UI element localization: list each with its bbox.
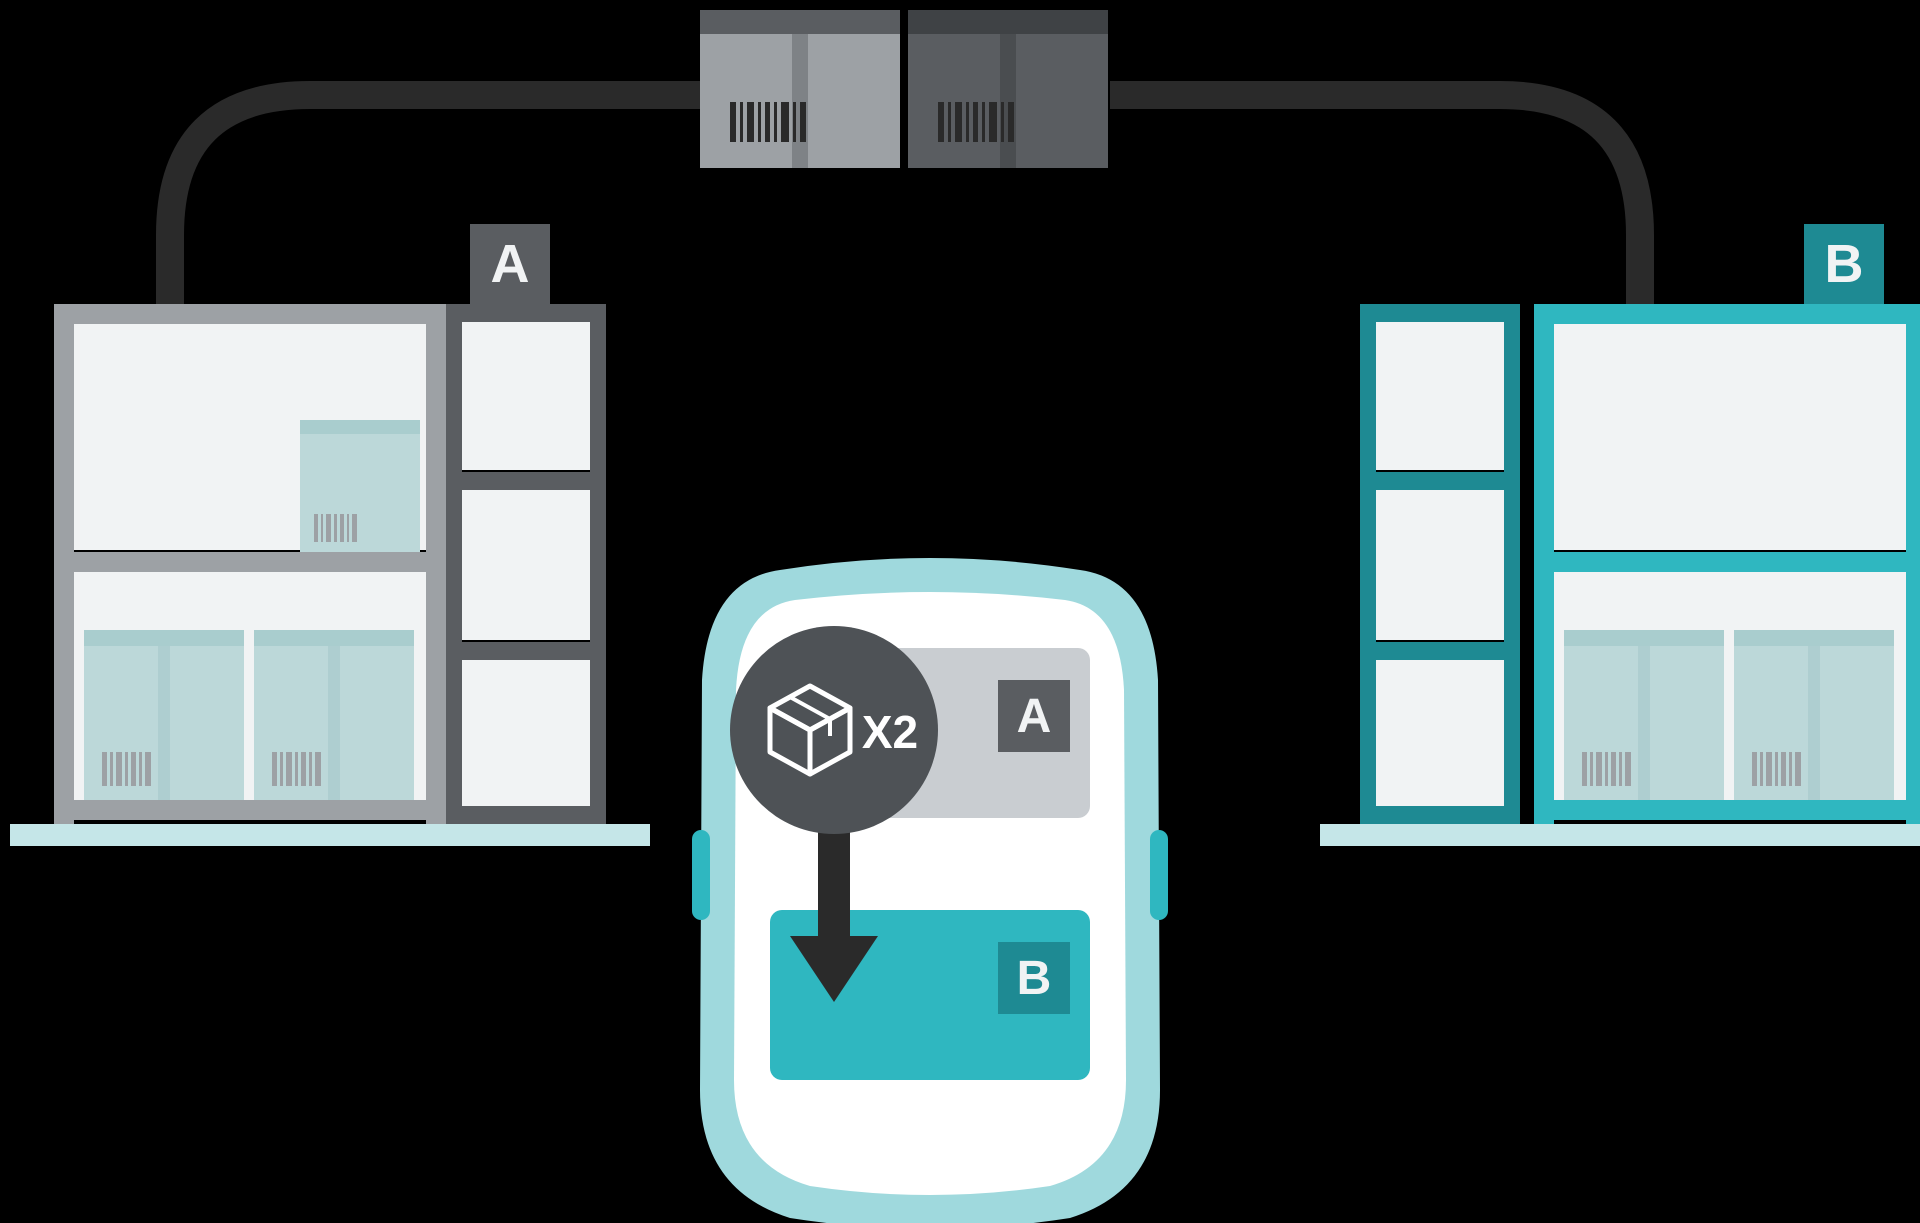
scanner-source-label: A: [1017, 690, 1052, 743]
shelf-a-box-bottom-2: [254, 630, 414, 800]
scanner-side-button-left: [692, 830, 710, 920]
scanner-quantity-text: X2: [862, 706, 918, 758]
shelf-b-badge: B: [1804, 224, 1884, 304]
shelf-a: A: [10, 224, 650, 846]
package-left: [700, 10, 900, 168]
shelf-b-side: [1360, 304, 1520, 824]
shelf-a-box-bottom-1: [84, 630, 244, 800]
shelf-b-badge-label: B: [1825, 234, 1864, 294]
shelf-b: B: [1320, 224, 1920, 846]
package-right-barcode-icon: [938, 102, 1014, 142]
diagram-stage: A: [0, 0, 1920, 1223]
scanner-dest-label: B: [1017, 952, 1052, 1005]
scanner-source-badge: A: [998, 680, 1070, 752]
package-right: [908, 10, 1108, 168]
shelf-a-box-small: [300, 420, 420, 552]
shelf-b-floor: [1320, 824, 1920, 846]
diagram-svg: A: [0, 0, 1920, 1223]
shelf-a-badge: A: [470, 224, 550, 304]
scanner-dest-badge: B: [998, 942, 1070, 1014]
scanner-side-button-right: [1150, 830, 1168, 920]
packages-top: [700, 10, 1108, 168]
shelf-b-front: [1534, 304, 1920, 824]
scanner-quantity-badge: X2: [730, 626, 938, 834]
scanner-device: A B X2: [692, 558, 1168, 1223]
shelf-a-front: [54, 304, 446, 824]
package-left-barcode-icon: [730, 102, 806, 142]
shelf-a-badge-label: A: [491, 234, 530, 294]
shelf-a-side: [446, 304, 606, 824]
shelf-b-box-bottom-2: [1734, 630, 1894, 800]
shelf-a-floor: [10, 824, 650, 846]
shelf-b-box-bottom-1: [1564, 630, 1724, 800]
